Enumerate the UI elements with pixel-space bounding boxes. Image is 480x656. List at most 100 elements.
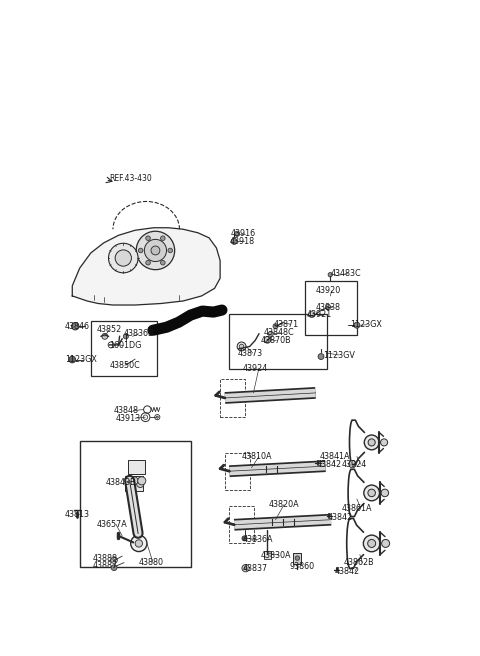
Text: 1123GX: 1123GX <box>65 355 97 364</box>
Text: 43873: 43873 <box>238 348 263 358</box>
Circle shape <box>69 356 76 363</box>
Bar <box>81 441 191 567</box>
Circle shape <box>295 556 300 560</box>
Text: 43820A: 43820A <box>268 500 299 509</box>
Text: 43871: 43871 <box>274 319 299 329</box>
Circle shape <box>368 539 376 547</box>
Bar <box>91 321 156 376</box>
Text: 43880: 43880 <box>139 558 164 567</box>
Text: 43913: 43913 <box>116 414 141 422</box>
Text: 43861A: 43861A <box>342 504 372 512</box>
Text: 43848C: 43848C <box>264 328 294 337</box>
Text: 43843B: 43843B <box>106 478 136 487</box>
Text: 43924: 43924 <box>242 363 267 373</box>
Circle shape <box>242 564 249 572</box>
Circle shape <box>364 485 380 501</box>
Text: 43850C: 43850C <box>109 361 140 369</box>
Circle shape <box>349 461 356 468</box>
Circle shape <box>240 344 244 348</box>
Text: 43483C: 43483C <box>331 269 361 278</box>
Circle shape <box>160 260 165 265</box>
Circle shape <box>244 567 247 569</box>
Circle shape <box>108 243 138 273</box>
Text: 43852: 43852 <box>96 325 121 335</box>
Text: 43921: 43921 <box>307 310 332 319</box>
Text: 43887: 43887 <box>93 561 118 569</box>
Text: 43657A: 43657A <box>96 520 127 529</box>
Text: 93860: 93860 <box>289 562 315 571</box>
Circle shape <box>160 236 165 241</box>
Circle shape <box>231 238 237 244</box>
Circle shape <box>111 565 117 571</box>
Text: 43836B: 43836B <box>123 329 154 338</box>
Circle shape <box>381 439 388 446</box>
Circle shape <box>72 323 79 330</box>
Circle shape <box>128 480 135 487</box>
Bar <box>128 460 145 474</box>
Text: REF.43-430: REF.43-430 <box>109 174 152 183</box>
Circle shape <box>309 312 315 318</box>
Text: 43838: 43838 <box>315 302 340 312</box>
Circle shape <box>130 477 138 485</box>
Circle shape <box>264 337 271 343</box>
Bar <box>220 379 245 417</box>
Bar <box>305 281 357 335</box>
Text: 43870B: 43870B <box>261 336 291 345</box>
Circle shape <box>135 540 143 547</box>
Text: 43924: 43924 <box>342 460 367 468</box>
Circle shape <box>138 477 146 485</box>
Bar <box>228 506 254 543</box>
Circle shape <box>168 248 172 253</box>
Circle shape <box>325 304 331 310</box>
Circle shape <box>146 236 150 241</box>
Circle shape <box>318 354 324 359</box>
Text: 43862B: 43862B <box>344 558 374 567</box>
Text: 43888: 43888 <box>93 554 118 563</box>
Text: 43830A: 43830A <box>261 550 291 560</box>
Circle shape <box>102 333 108 339</box>
Circle shape <box>131 535 147 552</box>
Circle shape <box>144 239 167 262</box>
Text: 43836A: 43836A <box>242 535 273 544</box>
Circle shape <box>137 480 144 487</box>
Bar <box>293 552 301 564</box>
Text: 43920: 43920 <box>315 287 341 295</box>
Circle shape <box>363 535 380 552</box>
Circle shape <box>156 416 158 419</box>
Circle shape <box>151 246 160 255</box>
Circle shape <box>235 231 240 236</box>
Circle shape <box>381 489 389 497</box>
Circle shape <box>242 536 247 541</box>
Circle shape <box>237 342 246 351</box>
Text: 43813: 43813 <box>64 510 89 519</box>
Text: 43841A: 43841A <box>320 452 350 461</box>
Circle shape <box>368 439 375 446</box>
Text: 1601DG: 1601DG <box>109 341 142 350</box>
Circle shape <box>268 331 273 337</box>
Bar <box>264 551 271 558</box>
Bar <box>125 476 143 491</box>
Circle shape <box>328 272 333 277</box>
Text: 43842: 43842 <box>335 567 360 576</box>
Circle shape <box>273 323 278 329</box>
Circle shape <box>354 322 360 328</box>
Text: 1123GV: 1123GV <box>324 350 356 359</box>
Text: 43842: 43842 <box>327 513 352 522</box>
Polygon shape <box>72 228 220 305</box>
Circle shape <box>136 232 175 270</box>
Text: 43846: 43846 <box>64 321 89 331</box>
Circle shape <box>123 334 129 339</box>
Bar <box>225 453 250 491</box>
Text: 43842: 43842 <box>316 460 341 468</box>
Circle shape <box>382 539 390 547</box>
Circle shape <box>111 557 118 564</box>
Circle shape <box>138 248 143 253</box>
Text: 43810A: 43810A <box>241 452 272 461</box>
Bar <box>229 314 327 369</box>
Text: 1123GX: 1123GX <box>350 320 382 329</box>
Circle shape <box>146 260 150 265</box>
Circle shape <box>364 435 379 450</box>
Circle shape <box>368 489 375 497</box>
Text: 43918: 43918 <box>229 237 254 246</box>
Circle shape <box>115 250 132 266</box>
